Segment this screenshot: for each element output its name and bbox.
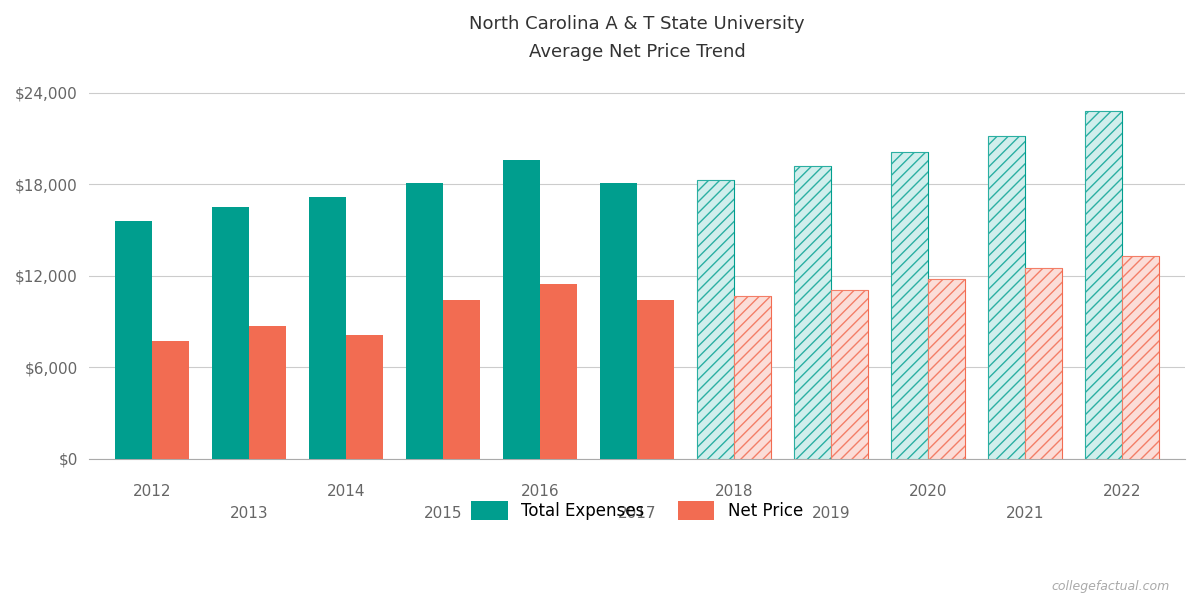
Bar [892, 152, 928, 459]
Bar [540, 284, 577, 459]
Bar [794, 166, 830, 459]
Text: 2019: 2019 [811, 506, 851, 521]
Text: 2021: 2021 [1006, 506, 1044, 521]
Bar [830, 290, 868, 459]
Bar [830, 290, 868, 459]
Bar [794, 166, 830, 459]
Bar [248, 326, 286, 459]
Bar [892, 152, 928, 459]
Text: 2018: 2018 [715, 484, 754, 499]
Bar [1085, 111, 1122, 459]
Text: 2022: 2022 [1103, 484, 1141, 499]
Bar [697, 180, 734, 459]
Bar [346, 335, 383, 459]
Bar [443, 301, 480, 459]
Legend: Total Expenses, Net Price: Total Expenses, Net Price [464, 494, 810, 527]
Bar [988, 136, 1025, 459]
Bar [1122, 256, 1159, 459]
Bar [928, 279, 965, 459]
Bar [1085, 111, 1122, 459]
Bar [152, 341, 188, 459]
Bar [928, 279, 965, 459]
Text: 2014: 2014 [326, 484, 365, 499]
Bar [115, 221, 152, 459]
Bar [600, 183, 637, 459]
Bar [1025, 268, 1062, 459]
Bar [734, 296, 770, 459]
Text: 2020: 2020 [908, 484, 947, 499]
Text: 2016: 2016 [521, 484, 559, 499]
Text: 2013: 2013 [229, 506, 269, 521]
Bar [310, 197, 346, 459]
Bar [697, 180, 734, 459]
Text: 2015: 2015 [424, 506, 462, 521]
Title: North Carolina A & T State University
Average Net Price Trend: North Carolina A & T State University Av… [469, 15, 805, 61]
Bar [988, 136, 1025, 459]
Bar [637, 301, 673, 459]
Text: 2012: 2012 [133, 484, 172, 499]
Bar [1025, 268, 1062, 459]
Text: collegefactual.com: collegefactual.com [1051, 580, 1170, 593]
Bar [734, 296, 770, 459]
Bar [1122, 256, 1159, 459]
Text: 2017: 2017 [618, 506, 656, 521]
Bar [503, 160, 540, 459]
Bar [212, 207, 248, 459]
Bar [406, 183, 443, 459]
